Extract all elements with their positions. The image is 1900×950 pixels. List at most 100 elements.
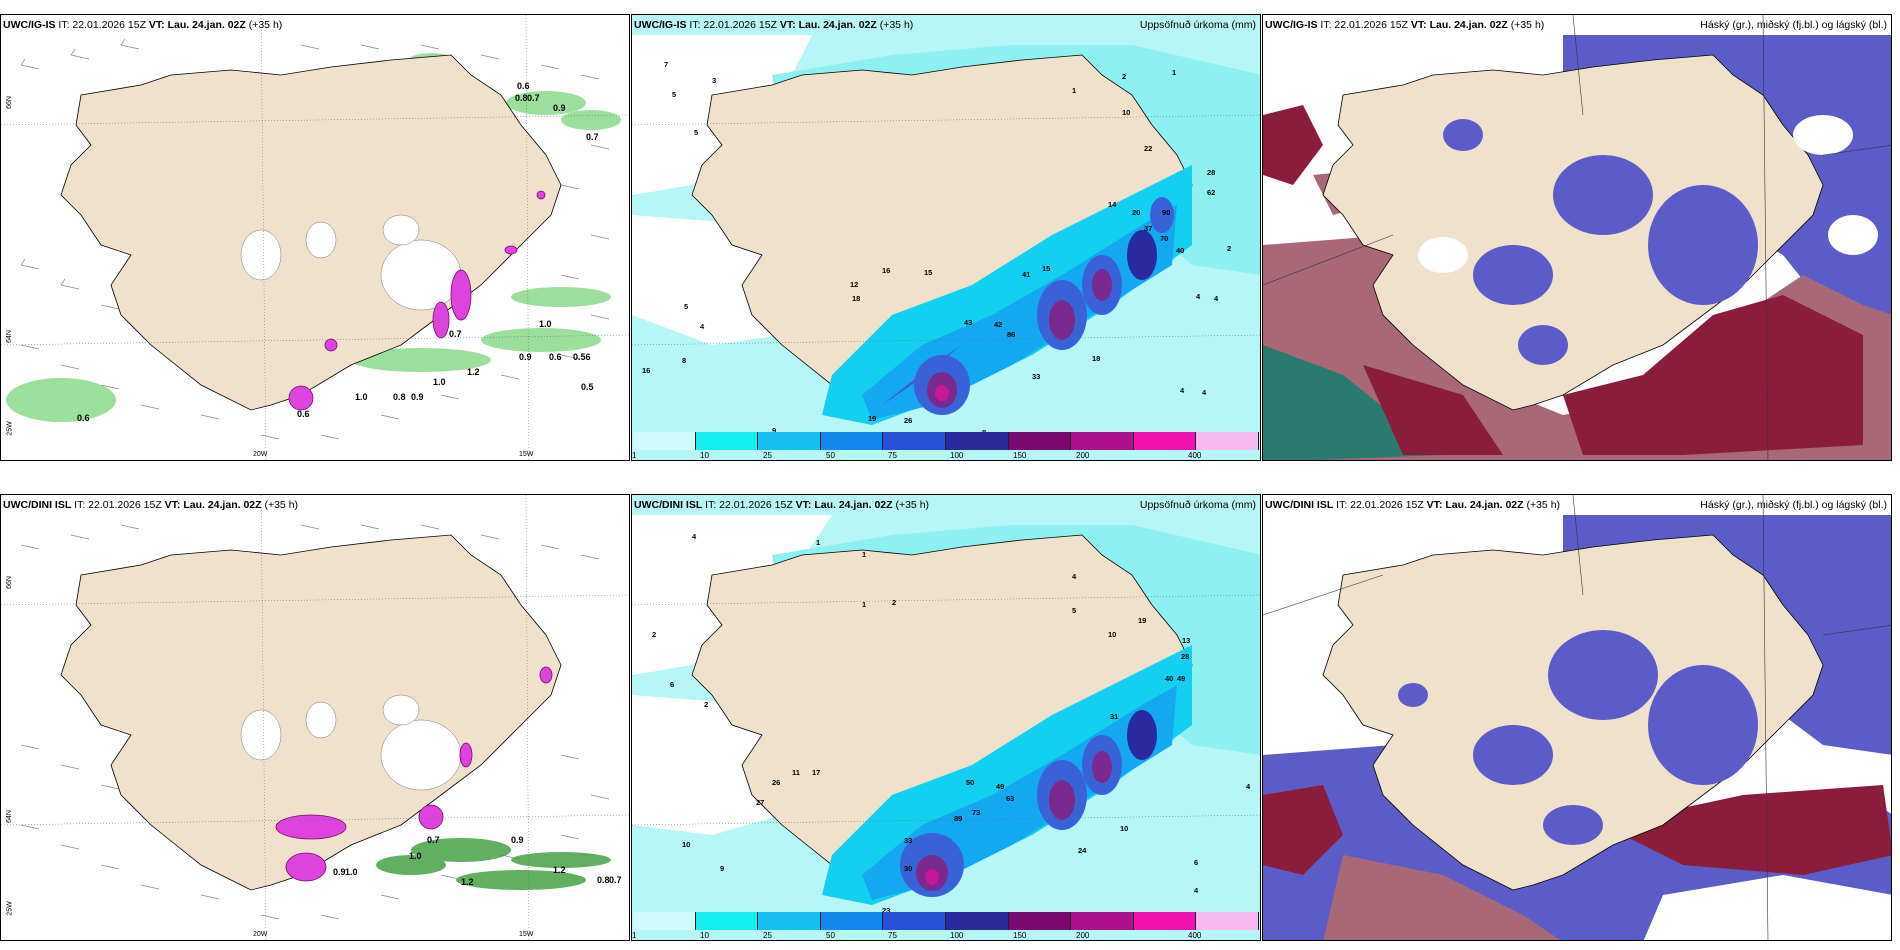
precip-value: 7 — [664, 60, 668, 69]
lead-time: (+35 h) — [264, 499, 299, 511]
wind-value: 0.5 — [581, 382, 594, 392]
model-name: UWC/DINI ISL — [3, 499, 72, 511]
precip-value: 18 — [852, 294, 860, 303]
precip-value: 6 — [670, 680, 674, 689]
precip-value: 4 — [1214, 294, 1219, 303]
precip-value: 6 — [1194, 858, 1198, 867]
wind-value: 1.0 — [355, 392, 368, 402]
valid-time: VT: Lau. 24.jan. 02Z — [164, 499, 262, 511]
colorbar-tick: 25 — [763, 931, 772, 940]
wind-value: 0.8 — [393, 392, 406, 402]
colorbar-tick: 100 — [950, 931, 964, 940]
wind-value: 1.0 — [409, 851, 422, 861]
colorbar-tick: 10 — [700, 451, 709, 460]
colorbar-swatch — [945, 912, 1009, 930]
cloud-map-bottom — [1263, 495, 1891, 940]
init-time: IT: 22.01.2026 15Z — [705, 499, 793, 511]
precip-value: 14 — [1108, 200, 1117, 209]
precip-value: 40 — [1176, 246, 1184, 255]
precip-value: 10 — [1122, 108, 1130, 117]
cloud-panel-bottom: UWC/DINI ISL IT: 22.01.2026 15Z VT: Lau.… — [1262, 494, 1892, 941]
precip-value: 19 — [1138, 616, 1146, 625]
panel-header: UWC/IG-IS IT: 22.01.2026 15Z VT: Lau. 24… — [1265, 19, 1887, 33]
colorbar-swatch — [1196, 912, 1259, 930]
lat-label: 66N — [5, 96, 13, 109]
precip-value: 49 — [1177, 674, 1185, 683]
wind-value: 1.2 — [461, 877, 474, 887]
init-time: IT: 22.01.2026 15Z — [74, 499, 162, 511]
model-name: UWC/IG-IS — [634, 19, 687, 31]
precip-title: Uppsöfnuð úrkoma (mm) — [1139, 499, 1256, 511]
precip-value: 5 — [694, 128, 698, 137]
model-name: UWC/DINI ISL — [634, 499, 703, 511]
colorbar-tick: 200 — [1076, 451, 1090, 460]
precip-value: 1 — [816, 538, 820, 547]
precip-value: 33 — [1032, 372, 1040, 381]
valid-time: VT: Lau. 24.jan. 02Z — [1410, 19, 1508, 31]
precip-value: 5 — [684, 302, 688, 311]
valid-time: VT: Lau. 24.jan. 02Z — [148, 19, 246, 31]
init-time: IT: 22.01.2026 15Z — [58, 19, 146, 31]
colorbar-tick: 400 — [1188, 931, 1202, 940]
colorbar-tick: 200 — [1076, 931, 1090, 940]
precip-value: 33 — [904, 836, 912, 845]
lead-time: (+35 h) — [895, 499, 930, 511]
precip-value: 4 — [700, 322, 705, 331]
colorbar-tick: 10 — [700, 931, 709, 940]
precip-value: 22 — [1144, 144, 1152, 153]
wind-map-bottom: 0.7 1.0 0.9 1.2 0.8 0.7 1.0 0.9 1.2 — [1, 495, 629, 940]
precip-value: 73 — [972, 808, 980, 817]
colorbar-tick: 50 — [826, 931, 835, 940]
precip-value: 16 — [882, 266, 890, 275]
lat-label: 25W — [6, 421, 14, 436]
colorbar-swatch — [758, 912, 821, 930]
precip-value: 15 — [1042, 264, 1050, 273]
precip-value: 26 — [772, 778, 780, 787]
init-time: IT: 22.01.2026 15Z — [689, 19, 777, 31]
wind-value: 0.9 — [333, 867, 346, 877]
precip-value: 17 — [812, 768, 820, 777]
wind-value: 0.6 — [517, 81, 530, 91]
precip-value: 4 — [1180, 386, 1185, 395]
precip-value: 42 — [994, 320, 1002, 329]
wind-value: 0.6 — [549, 352, 562, 362]
colorbar-swatch — [1133, 432, 1197, 450]
lat-label: 64N — [5, 330, 13, 343]
lat-label: 66N — [5, 576, 13, 589]
precip-value: 23 — [882, 906, 890, 915]
precip-value: 28 — [1181, 652, 1189, 661]
lead-time: (+35 h) — [1526, 499, 1561, 511]
colorbar-swatch — [633, 912, 696, 930]
lead-time: (+35 h) — [1510, 19, 1545, 31]
colorbar-swatch — [695, 432, 759, 450]
precip-value: 49 — [996, 782, 1004, 791]
lat-label: 64N — [5, 810, 13, 823]
precip-value: 8 — [682, 356, 686, 365]
precip-value: 2 — [892, 598, 896, 607]
colorbar-swatch — [945, 432, 1009, 450]
precip-value: 50 — [966, 778, 974, 787]
colorbar-swatch — [883, 432, 946, 450]
colorbar-tick: 25 — [763, 451, 772, 460]
lon-label: 20W — [253, 931, 268, 938]
precip-value: 63 — [1006, 794, 1014, 803]
model-name: UWC/DINI ISL — [1265, 499, 1334, 511]
colorbar-tick: 1 — [632, 451, 637, 460]
precip-panel-bottom: 4 1 1 2 4 5 1 2 10 13 28 40 49 19 31 24 … — [631, 494, 1261, 941]
wind-value: 0.8 — [597, 875, 610, 885]
lead-time: (+35 h) — [879, 19, 914, 31]
init-time: IT: 22.01.2026 15Z — [1336, 499, 1424, 511]
precip-value: 13 — [1182, 636, 1190, 645]
lead-time: (+35 h) — [248, 19, 283, 31]
precip-value: 2 — [652, 630, 656, 639]
colorbar-tick: 400 — [1188, 451, 1202, 460]
colorbar-swatch — [1196, 432, 1259, 450]
precip-title: Uppsöfnuð úrkoma (mm) — [1139, 19, 1256, 31]
precip-value: 19 — [868, 414, 876, 423]
colorbar-swatch — [1071, 432, 1134, 450]
wind-value: 1.0 — [345, 867, 358, 877]
colorbar-tick: 1 — [632, 931, 637, 940]
wind-panel-bottom: 0.7 1.0 0.9 1.2 0.8 0.7 1.0 0.9 1.2 UWC/… — [0, 494, 630, 941]
init-time: IT: 22.01.2026 15Z — [1320, 19, 1408, 31]
colorbar-swatch — [883, 912, 946, 930]
